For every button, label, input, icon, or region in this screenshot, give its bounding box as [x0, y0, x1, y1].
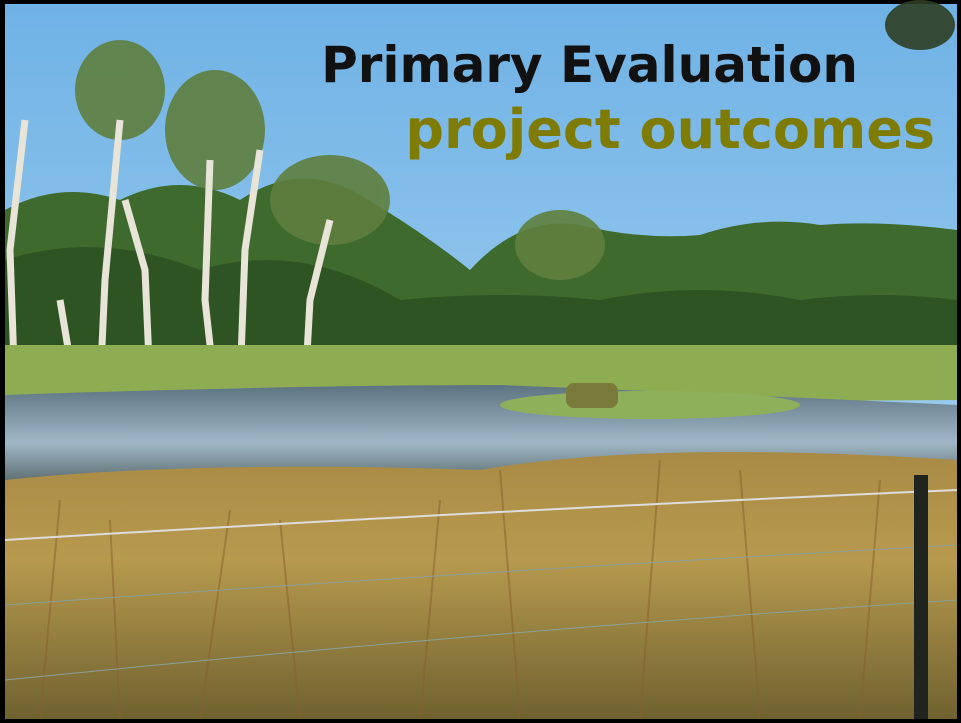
tree-canopies	[75, 0, 955, 280]
reed-texture	[39, 459, 881, 720]
reeds	[5, 452, 957, 719]
slide-title: Primary Evaluation	[321, 36, 858, 94]
island-reeds	[566, 383, 618, 408]
fence-wires	[4, 489, 958, 681]
island	[500, 391, 800, 419]
fence-post	[914, 475, 928, 719]
slide-subtitle: project outcomes	[405, 98, 935, 161]
